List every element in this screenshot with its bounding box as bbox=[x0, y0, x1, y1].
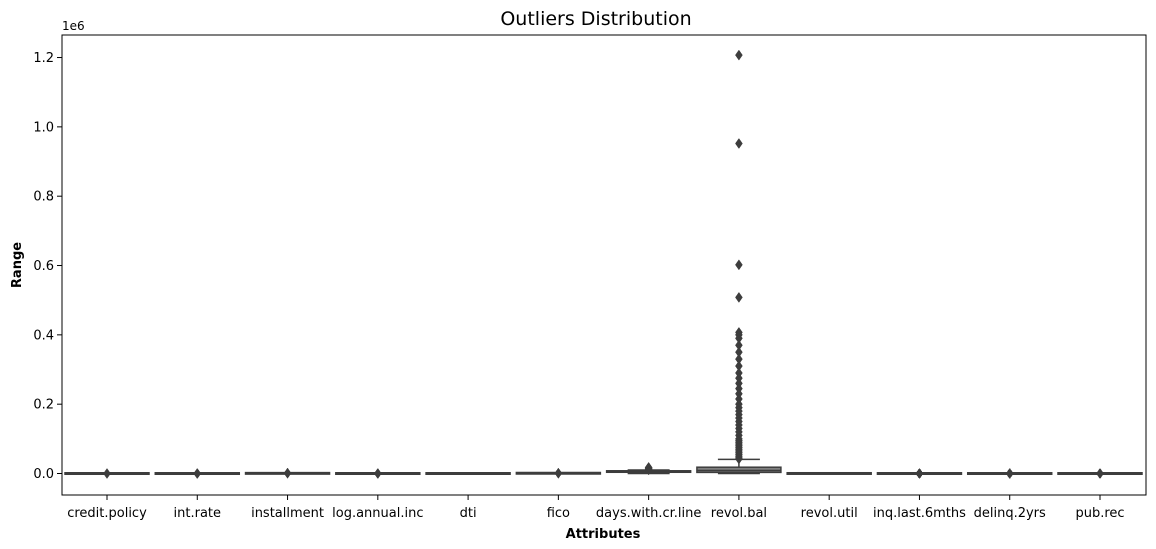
x-tick-label: dti bbox=[460, 506, 477, 521]
outlier-point bbox=[1005, 468, 1014, 479]
y-tick-label: 0.4 bbox=[33, 328, 54, 343]
x-tick-label: delinq.2yrs bbox=[974, 506, 1046, 521]
x-tick-label: revol.util bbox=[801, 506, 858, 521]
x-tick-label: revol.bal bbox=[711, 506, 767, 521]
x-tick-label: log.annual.inc bbox=[332, 506, 423, 521]
outlier-point bbox=[1096, 468, 1104, 479]
outlier-point bbox=[103, 468, 111, 479]
plot-area: 0.0 0.2 0.4 0.6 0.8 1.0 1.2 credit.policy int.ra… bbox=[33, 34, 1147, 521]
x-tick-label: credit.policy bbox=[67, 506, 147, 521]
x-tick-label: fico bbox=[547, 506, 570, 521]
x-tick-label: pub.rec bbox=[1075, 506, 1124, 521]
y-offset-text: 1e6 bbox=[62, 19, 85, 33]
outlier-point bbox=[915, 468, 924, 479]
chart-title: Outliers Distribution bbox=[500, 8, 691, 30]
outlier-point bbox=[193, 468, 202, 479]
outlier-point bbox=[283, 467, 292, 479]
outlier-point bbox=[735, 291, 743, 303]
outlier-point bbox=[554, 467, 563, 479]
outlier-point bbox=[374, 468, 382, 479]
outlier-point bbox=[735, 138, 743, 149]
outlier-point bbox=[735, 259, 743, 271]
y-tick-label: 0.0 bbox=[33, 467, 54, 482]
y-tick-label: 0.6 bbox=[33, 259, 54, 274]
x-tick-label: int.rate bbox=[174, 506, 222, 521]
x-tick-label: installment bbox=[251, 506, 324, 521]
x-tick-label: days.with.cr.line bbox=[596, 506, 701, 521]
x-axis-label: Attributes bbox=[566, 527, 641, 542]
outlier-point bbox=[644, 461, 653, 473]
y-tick-label: 1.0 bbox=[33, 120, 54, 135]
y-tick-label: 0.8 bbox=[33, 190, 54, 205]
x-tick-label: inq.last.6mths bbox=[873, 506, 966, 521]
outlier-point bbox=[735, 49, 743, 61]
axes-frame bbox=[61, 34, 1147, 496]
outlier-point bbox=[735, 453, 743, 465]
y-axis-label: Range bbox=[10, 242, 25, 288]
y-tick-label: 0.2 bbox=[33, 398, 54, 413]
y-tick-label: 1.2 bbox=[33, 51, 54, 66]
